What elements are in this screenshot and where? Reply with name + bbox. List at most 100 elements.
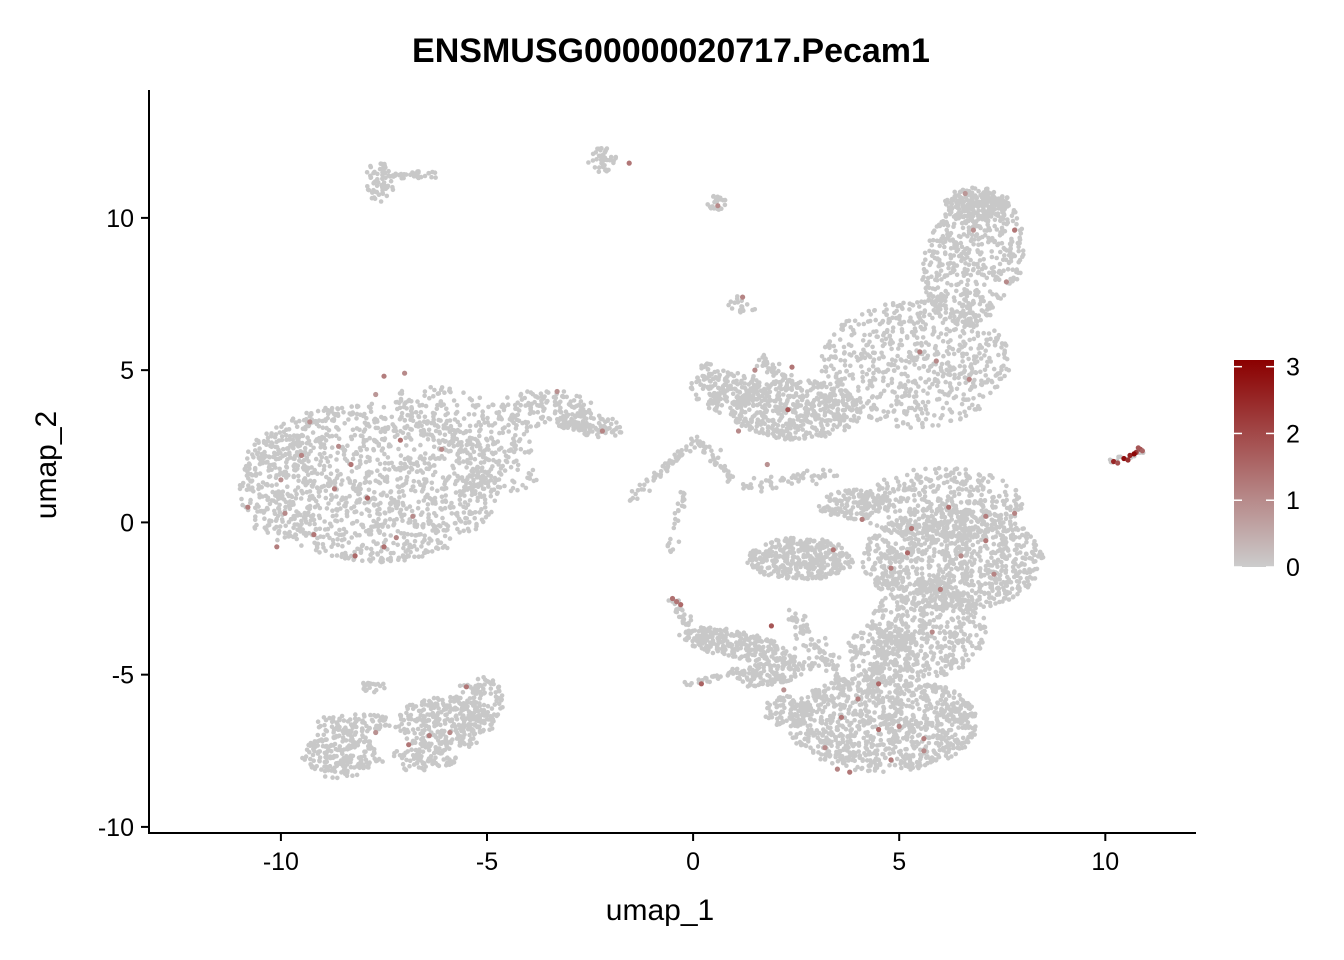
cell-point (845, 397, 851, 403)
cell-point (991, 494, 996, 500)
cell-point (402, 465, 408, 471)
cell-point (251, 455, 256, 460)
cell-point (406, 458, 412, 464)
cell-point (770, 423, 776, 428)
cell-point (471, 449, 477, 455)
cell-point (277, 466, 282, 472)
cell-point (804, 401, 809, 407)
cell-point (731, 413, 736, 419)
cell-point (822, 357, 827, 363)
cell-point (989, 191, 994, 196)
cell-point (327, 521, 333, 527)
cell-point (992, 342, 998, 348)
cell-point (388, 555, 393, 561)
cell-point (400, 500, 406, 506)
cell-point (431, 394, 436, 399)
cell-point (985, 479, 991, 485)
cell-point (461, 416, 467, 421)
cell-point (689, 381, 694, 386)
cell-point (952, 467, 958, 472)
cell-point (564, 394, 569, 400)
cell-point (269, 434, 274, 439)
cell-point (925, 353, 931, 359)
cell-point (930, 483, 936, 488)
cell-point (492, 475, 498, 481)
cell-point (302, 463, 307, 468)
cell-point (978, 499, 984, 504)
cell-point (1019, 226, 1025, 232)
cell-point (770, 408, 776, 414)
cell-point (747, 407, 752, 413)
cell-point (423, 451, 428, 456)
cell-point (1018, 503, 1023, 508)
cell-point (975, 213, 981, 219)
cell-point (994, 255, 999, 261)
cell-point (398, 460, 404, 466)
cell-point (528, 405, 534, 410)
cell-point (263, 482, 269, 487)
cell-point (944, 220, 950, 226)
cell-point (518, 402, 523, 408)
cell-point (341, 452, 347, 457)
cell-point (451, 436, 457, 442)
cell-point (582, 431, 587, 437)
cell-point (850, 372, 855, 377)
cell-point (828, 363, 834, 369)
cell-point (279, 434, 285, 439)
cell-point (958, 313, 963, 319)
cell-point (398, 428, 403, 434)
cell-point (923, 340, 929, 345)
cell-point (442, 533, 448, 539)
cell-point (945, 340, 951, 345)
cell-point (374, 417, 380, 423)
cell-point (866, 308, 872, 314)
cell-point (926, 377, 932, 382)
cell-point (240, 483, 245, 489)
cell-point (335, 537, 340, 542)
cell-point (867, 354, 873, 360)
cell-point (945, 360, 951, 365)
cell-point (948, 230, 954, 236)
cell-point (351, 557, 356, 563)
cell-point (944, 400, 949, 406)
cell-point (802, 406, 808, 411)
cell-point (368, 409, 374, 415)
cell-point (925, 275, 931, 281)
cell-point (773, 404, 778, 409)
cell-point (942, 250, 948, 255)
cell-point (477, 395, 483, 401)
cell-point (907, 360, 912, 365)
cell-point (1008, 258, 1014, 264)
cell-point (359, 511, 364, 516)
cell-point (898, 499, 904, 504)
cell-point (762, 397, 768, 402)
cell-point (294, 450, 300, 455)
cell-point (911, 467, 916, 473)
cell-point (796, 414, 802, 419)
cell-point (289, 516, 294, 522)
cell-point (840, 382, 845, 387)
cell-point (966, 250, 971, 256)
cell-point (928, 291, 933, 297)
cell-point (717, 372, 722, 378)
cell-point (726, 385, 731, 391)
cell-point (322, 450, 327, 456)
cell-point (613, 154, 619, 160)
cell-point (452, 471, 457, 476)
cell-point (968, 272, 974, 278)
cell-point (368, 546, 374, 552)
cell-point (862, 332, 867, 338)
cell-point (464, 516, 470, 521)
cell-point (431, 414, 436, 419)
cell-point (352, 531, 358, 536)
cell-point (1014, 269, 1019, 275)
cell-point (423, 403, 429, 409)
cell-point (497, 413, 502, 419)
cell-point (920, 319, 926, 325)
cell-point (780, 423, 786, 429)
cell-point (925, 391, 930, 396)
cell-point (970, 402, 975, 408)
cell-point (416, 532, 422, 537)
cell-point (399, 175, 405, 181)
cell-point (474, 443, 479, 449)
